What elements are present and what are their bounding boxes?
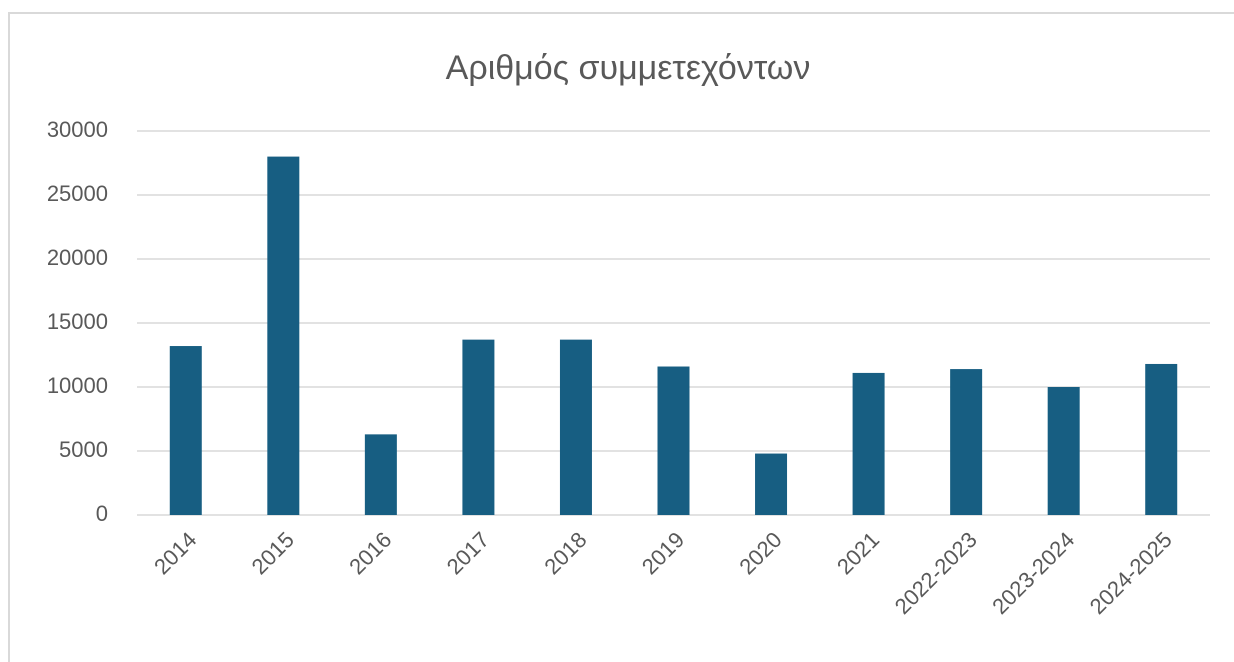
bar bbox=[169, 346, 202, 515]
bar bbox=[364, 434, 397, 515]
y-tick-label: 0 bbox=[96, 501, 108, 526]
bar bbox=[852, 372, 885, 515]
bar bbox=[267, 156, 300, 515]
y-tick-label: 10000 bbox=[47, 373, 108, 398]
bar bbox=[462, 339, 495, 515]
bar bbox=[755, 453, 788, 515]
bar bbox=[1047, 387, 1080, 515]
y-tick-label: 30000 bbox=[47, 117, 108, 142]
y-tick-label: 5000 bbox=[59, 437, 108, 462]
y-tick-label: 15000 bbox=[47, 309, 108, 334]
y-tick-label: 25000 bbox=[47, 181, 108, 206]
bar bbox=[559, 339, 592, 515]
bar bbox=[657, 366, 690, 515]
chart-title: Αριθμός συμμετεχόντων bbox=[446, 49, 811, 87]
y-tick-label: 20000 bbox=[47, 245, 108, 270]
bar bbox=[950, 369, 983, 515]
chart-frame bbox=[8, 12, 1234, 662]
bar bbox=[1145, 363, 1178, 515]
